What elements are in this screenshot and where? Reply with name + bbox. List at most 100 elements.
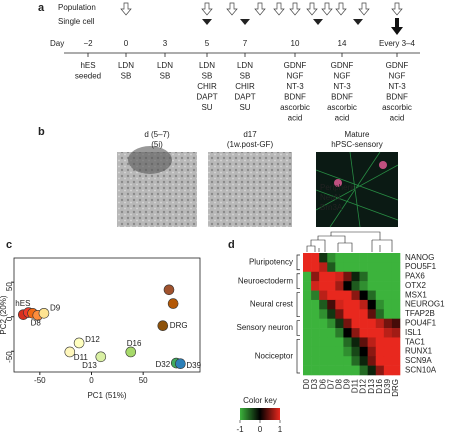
population-arrow xyxy=(306,2,318,16)
heat-cell xyxy=(391,346,401,357)
media-label: DAPT xyxy=(196,93,217,102)
heat-cell xyxy=(303,290,312,301)
media-label: SU xyxy=(201,103,212,112)
row-label: OTX2 xyxy=(405,281,426,290)
point xyxy=(175,358,186,370)
heat-cell xyxy=(303,271,312,282)
row-label: MSX1 xyxy=(405,290,427,299)
point xyxy=(163,284,175,296)
heat-cell xyxy=(327,318,336,329)
heat-cell xyxy=(375,299,385,310)
heat-cell xyxy=(375,262,385,273)
heat-cell xyxy=(327,271,336,282)
heat-cell xyxy=(367,271,377,282)
key-tick-label: -1 xyxy=(236,425,244,434)
point-label: hES xyxy=(15,299,30,308)
heat-cell xyxy=(351,337,360,348)
media-label: CHIR xyxy=(197,82,217,91)
heat-cell xyxy=(351,253,360,263)
heat-cell xyxy=(311,281,320,291)
heat-cell xyxy=(327,253,336,263)
heat-cell xyxy=(335,346,344,357)
media-label: BDNF xyxy=(386,93,408,102)
heat-cell xyxy=(311,290,320,301)
heat-cell xyxy=(391,290,401,301)
heat-cell xyxy=(319,290,328,301)
point-label: D16 xyxy=(127,339,142,348)
heat-cell xyxy=(343,281,352,291)
population-arrow xyxy=(120,2,132,16)
heat-cell xyxy=(343,262,352,273)
heat-cell xyxy=(311,318,320,329)
heat-cell xyxy=(303,365,312,376)
media-label: BDNF xyxy=(284,93,306,102)
heat-cell xyxy=(343,346,352,357)
single-cell-arrow xyxy=(313,19,323,25)
plot-frame xyxy=(13,257,201,373)
heat-cell xyxy=(303,281,312,291)
media-label: ascorbic xyxy=(327,103,357,112)
media-label: GDNF xyxy=(331,61,354,70)
group-bracket xyxy=(296,292,300,318)
heat-cell xyxy=(351,262,360,273)
heat-cell xyxy=(359,318,368,329)
stain-label: NeuN xyxy=(320,193,341,202)
point xyxy=(95,351,107,363)
day-label: 7 xyxy=(243,39,248,48)
heat-cell xyxy=(311,356,320,366)
panel-label: b xyxy=(38,126,45,138)
heat-cell xyxy=(319,328,328,338)
heat-cell xyxy=(335,271,344,282)
heat-cell xyxy=(319,253,328,263)
heat-cell xyxy=(327,290,336,301)
row-label: POU5F1 xyxy=(405,262,437,271)
single-cell-arrow xyxy=(202,19,212,25)
image-caption: Mature xyxy=(345,130,370,139)
heat-cell xyxy=(343,328,352,338)
heat-cell xyxy=(319,346,328,357)
heat-cell xyxy=(391,337,401,348)
media-label: LDN xyxy=(157,61,173,70)
heat-cell xyxy=(327,299,336,310)
heat-cell xyxy=(367,337,377,348)
heat-cell xyxy=(335,328,344,338)
population-arrow xyxy=(335,2,347,16)
population-arrow xyxy=(391,2,403,16)
heat-cell xyxy=(359,290,368,301)
cell xyxy=(334,179,342,187)
row-label: NEUROG1 xyxy=(405,300,445,309)
heat-cell xyxy=(391,262,401,273)
heat-cell xyxy=(367,309,377,319)
heat-cell xyxy=(335,318,344,329)
heat-cell xyxy=(359,281,368,291)
heat-cell xyxy=(303,356,312,366)
heat-cell xyxy=(335,299,344,310)
point xyxy=(167,298,179,309)
group-label: Neural crest xyxy=(250,300,294,309)
micrographs xyxy=(117,146,399,228)
stain-label: Peripherin xyxy=(320,183,356,192)
heat-cell xyxy=(343,365,352,376)
heat-cell xyxy=(303,309,312,319)
heat-cell xyxy=(319,299,328,310)
heat-cell xyxy=(391,309,401,319)
heat-cell xyxy=(367,253,377,263)
point-label: DRG xyxy=(170,321,188,330)
y-axis-label: PC2 (20%) xyxy=(0,295,8,334)
heat-cell xyxy=(383,262,393,273)
group-bracket xyxy=(296,254,300,271)
neurites xyxy=(315,151,399,228)
population-arrow xyxy=(254,2,266,16)
heat-cell xyxy=(391,253,401,263)
heat-cell xyxy=(351,299,360,310)
heat-cell xyxy=(303,262,312,273)
heat-cell xyxy=(375,290,385,301)
population-arrow xyxy=(358,2,370,16)
key-tick-label: 0 xyxy=(258,425,263,434)
heat-cell xyxy=(367,346,377,357)
row-label: RUNX1 xyxy=(405,347,433,356)
image-d17 xyxy=(208,152,292,227)
media-label: BDNF xyxy=(331,93,353,102)
stain-label: Brn3A xyxy=(320,203,343,212)
heat-cell xyxy=(319,337,328,348)
